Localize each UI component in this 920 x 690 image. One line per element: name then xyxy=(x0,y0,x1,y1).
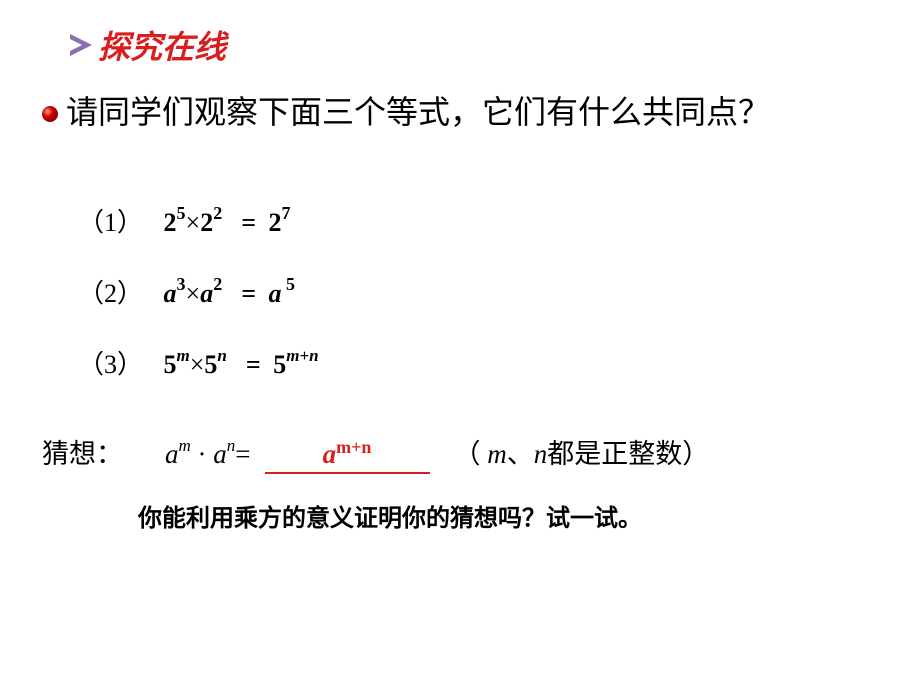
equation-row: （3） 5m×5n = 5m+n xyxy=(78,344,319,381)
guess-lhs: am · an= xyxy=(165,438,251,470)
fill-blank: am+n xyxy=(265,437,430,470)
equation-list: （1） 25×22 = 27 （2） a3×a2 = a 5 （3） 5m×5n =… xyxy=(78,202,319,415)
equation-row: （1） 25×22 = 27 xyxy=(78,202,319,239)
arrow-right-icon xyxy=(70,34,92,56)
equation-row: （2） a3×a2 = a 5 xyxy=(78,273,319,310)
conjecture-row: 猜想： am · an= am+n （ m、n都是正整数） xyxy=(42,432,709,471)
fill-answer: am+n xyxy=(323,439,372,469)
underline xyxy=(265,472,430,474)
question-body: 请同学们观察下面三个等式，它们有什么共同点？ xyxy=(66,94,770,130)
guess-label: 猜想： xyxy=(42,432,123,471)
bullet-icon xyxy=(42,106,58,122)
guess-condition: （ m、n都是正整数） xyxy=(454,432,710,471)
section-header: 探究在线 xyxy=(70,22,226,68)
try-prompt: 你能利用乘方的意义证明你的猜想吗？试一试。 xyxy=(138,498,642,533)
header-title: 探究在线 xyxy=(98,22,226,68)
question-text: 请同学们观察下面三个等式，它们有什么共同点？ xyxy=(42,88,890,138)
